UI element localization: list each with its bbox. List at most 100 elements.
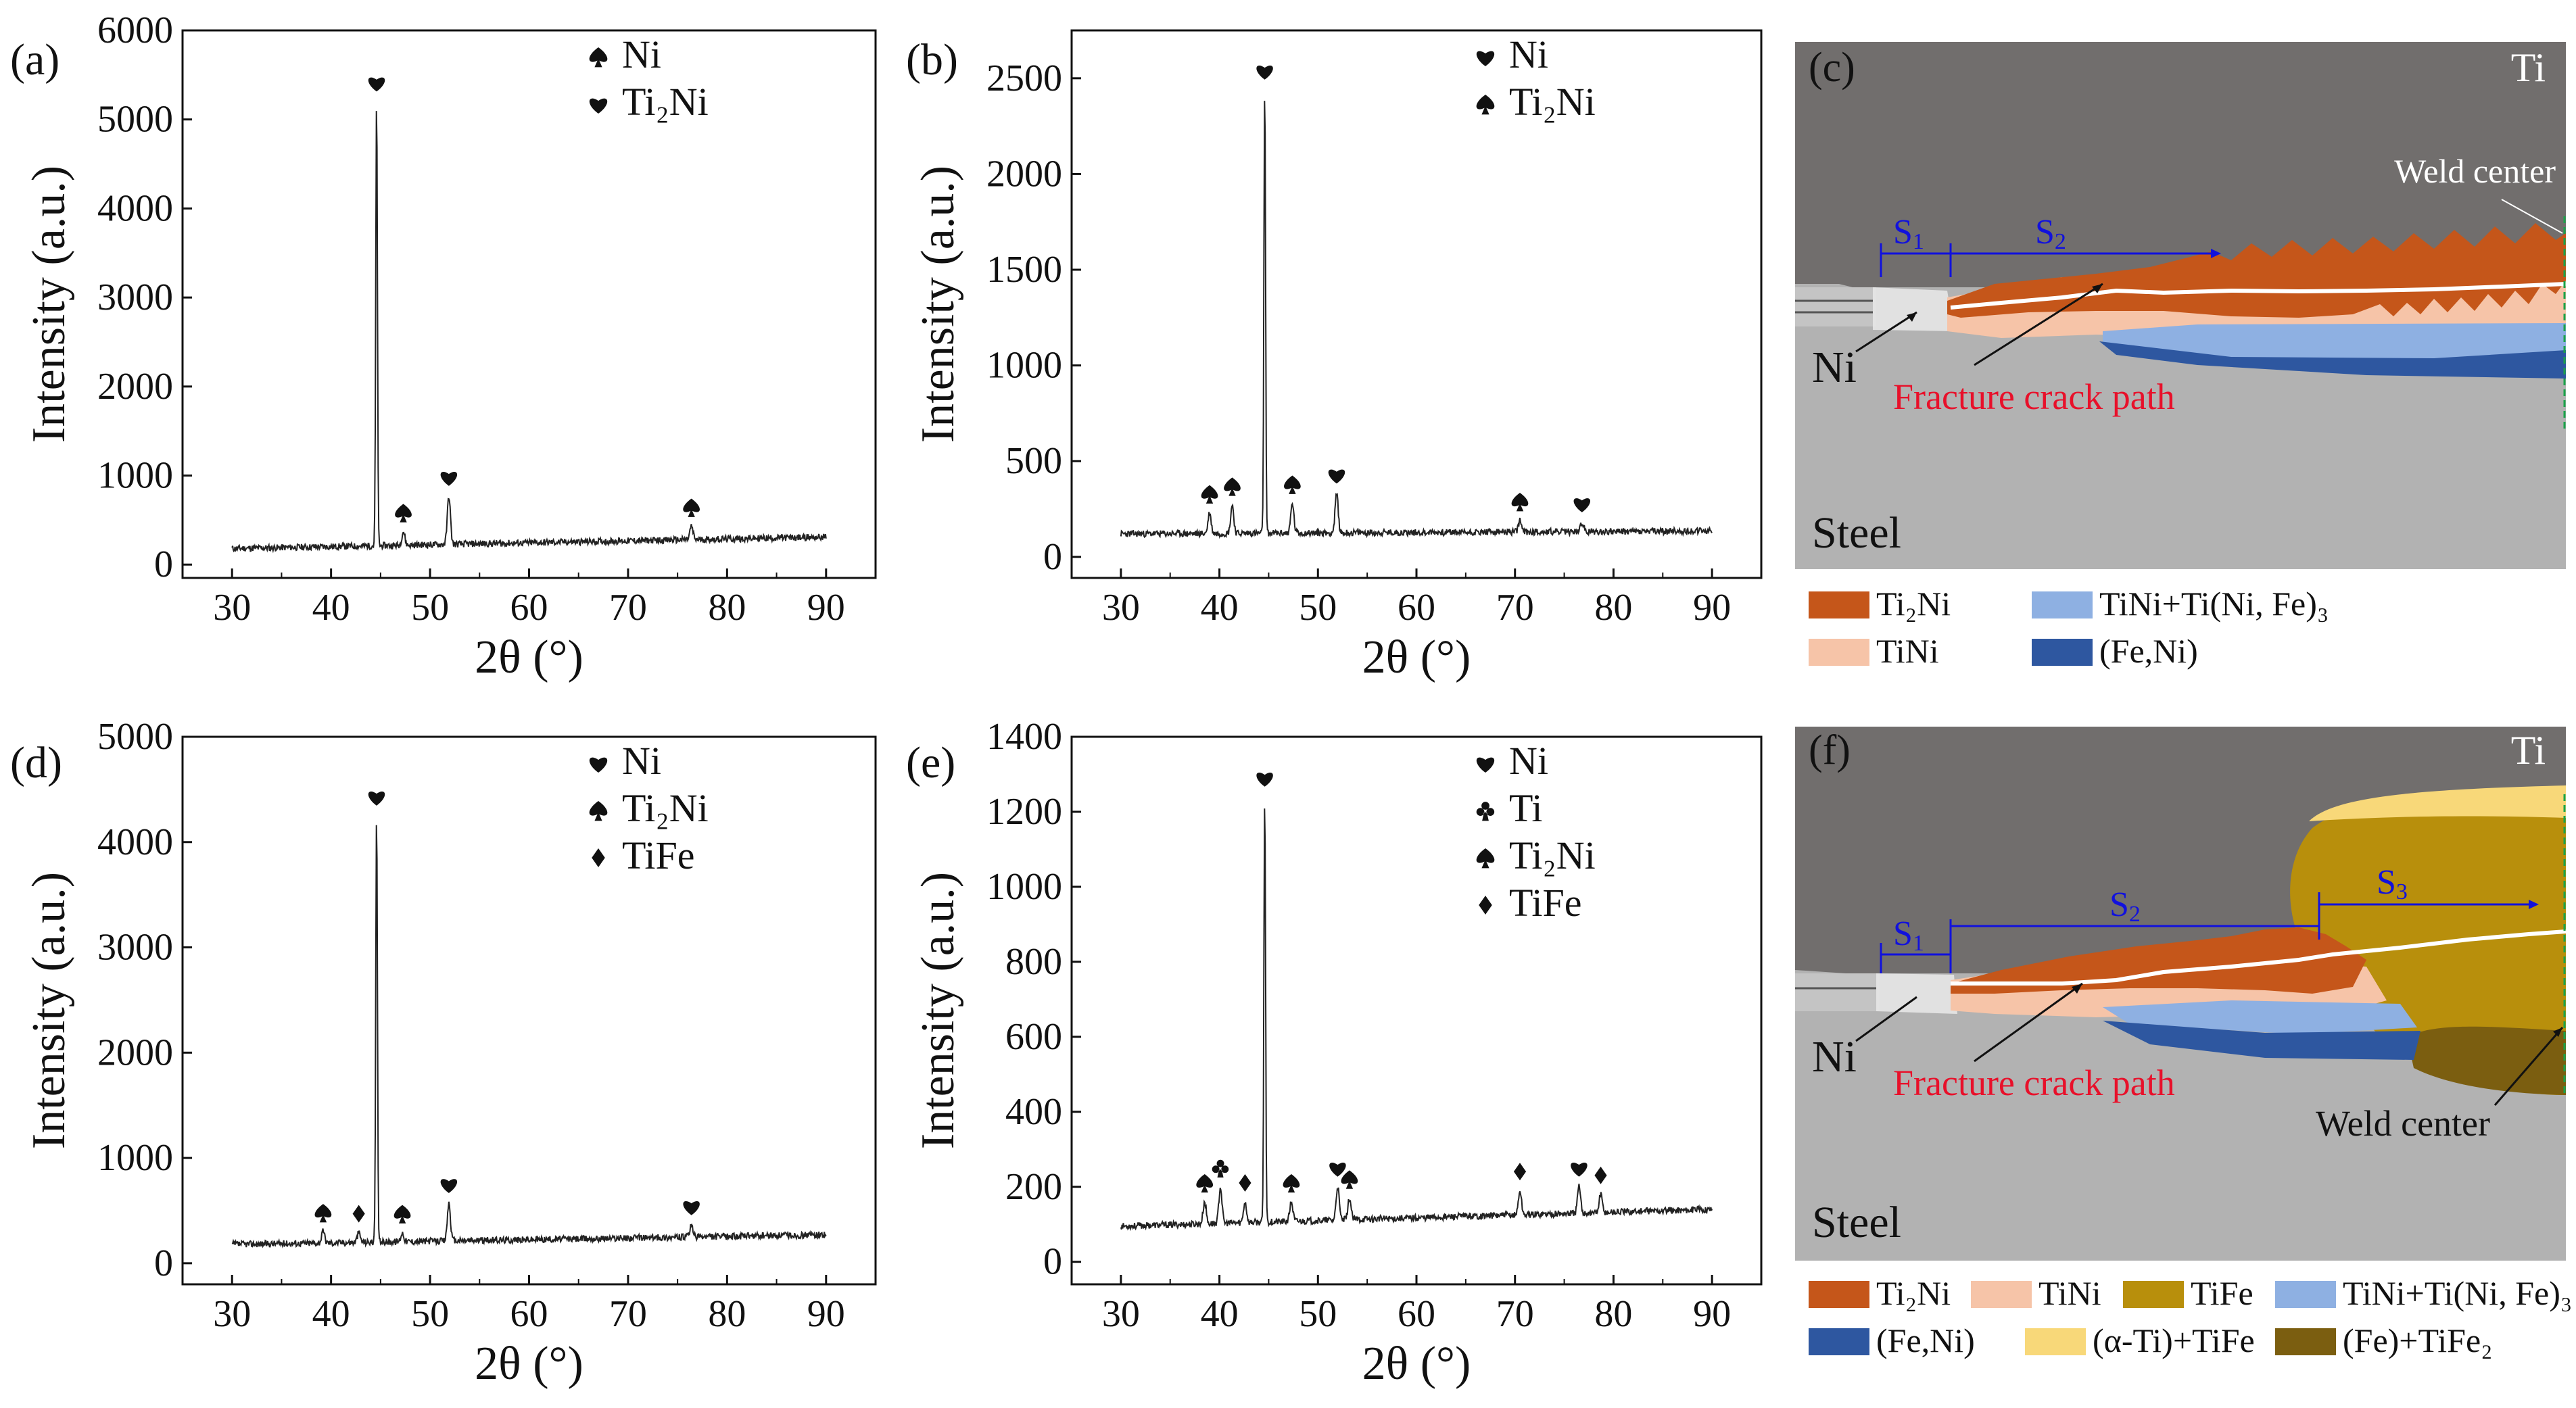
legend-label: Ni: [1509, 739, 1548, 783]
x-tick-label: 40: [1201, 1293, 1239, 1335]
spade-marker: [1283, 1173, 1300, 1193]
y-tick-label: 2500: [986, 57, 1062, 99]
s1-label: S1: [1893, 915, 1924, 956]
y-axis-label: Intensity (a.u.): [912, 166, 964, 443]
x-axis-label: 2θ (°): [475, 1338, 583, 1390]
y-tick-label: 1500: [986, 249, 1062, 291]
legend-label: (Fe)+TiFe₂: [2343, 1321, 2493, 1359]
spade-marker: [1201, 485, 1218, 504]
ni-bright-zone: [1876, 973, 1957, 1014]
x-tick-label: 90: [807, 1293, 845, 1335]
fe-tife2-region: [2407, 1026, 2566, 1095]
ni-bright-zone: [1873, 287, 1954, 331]
diamond-marker: [1239, 1173, 1251, 1192]
legend-swatch: [2275, 1328, 2336, 1355]
x-tick-label: 90: [1693, 587, 1731, 629]
tini-tinife3-layer: [2103, 1000, 2417, 1034]
y-tick-label: 3000: [97, 276, 173, 318]
xrd-trace: [1120, 101, 1713, 539]
y-tick-label: 600: [1005, 1016, 1062, 1058]
legend-label: TiNi+Ti(Ni, Fe)₃: [2099, 585, 2329, 623]
legend-label: TiNi: [2038, 1274, 2101, 1312]
ni-sheet: [1795, 973, 1880, 1011]
crack-pointer-head: [2072, 984, 2082, 994]
x-tick-label: 30: [213, 1293, 251, 1335]
spade-marker: [1224, 477, 1241, 496]
xrd-trace: [1120, 808, 1713, 1232]
x-tick-label: 40: [312, 1293, 350, 1335]
legend-swatch: [2025, 1328, 2086, 1355]
legend-label: Ti₂Ni: [1509, 80, 1596, 124]
legend-label: Ti₂Ni: [1876, 1274, 1951, 1312]
panel-label: (a): [10, 35, 59, 84]
legend-label: Ti₂Ni: [1876, 585, 1951, 623]
y-tick-label: 1000: [97, 455, 173, 497]
s1-sub: 1: [1913, 931, 1924, 956]
ni-label: Ni: [1812, 1032, 1857, 1082]
xrd-trace: [231, 111, 827, 554]
crack-pointer-head: [2092, 284, 2103, 293]
legend-label: Ti₂Ni: [1509, 833, 1596, 877]
y-tick-label: 1000: [97, 1137, 173, 1179]
y-axis-label: Intensity (a.u.): [23, 166, 75, 443]
spade-marker: [1284, 475, 1301, 494]
ni-label: Ni: [1812, 343, 1857, 392]
legend-label: Ti: [1509, 786, 1543, 830]
ti-label: Ti: [2511, 728, 2546, 773]
y-tick-label: 5000: [97, 99, 173, 141]
x-tick-label: 30: [1102, 1293, 1140, 1335]
s2-label: S2: [2035, 213, 2066, 254]
panel-label-c: (c): [1809, 45, 1855, 91]
legend-label: (Fe,Ni): [1876, 1321, 1975, 1359]
legend-label: Ni: [622, 739, 661, 783]
x-tick-label: 40: [312, 587, 350, 629]
y-tick-label: 400: [1005, 1091, 1062, 1133]
y-tick-label: 800: [1005, 941, 1062, 983]
y-tick-label: 1000: [986, 345, 1062, 387]
chart-panel-e: (e) 30 40 50 60 70 80 90 0 200 400 600 800 1000 1200 14…: [906, 716, 1763, 1390]
x-tick-label: 70: [609, 1293, 647, 1335]
diamond-marker: [352, 1205, 365, 1223]
diamond-marker: [1513, 1163, 1527, 1181]
legend-swatch: [1809, 1281, 1869, 1308]
heart-marker: [1256, 66, 1273, 80]
y-tick-label: 0: [154, 1242, 173, 1284]
legend-heart-icon: [1476, 757, 1495, 773]
crack-path-line: [1950, 282, 2567, 310]
y-axis-label: Intensity (a.u.): [912, 872, 964, 1149]
y-tick-label: 2000: [97, 1031, 173, 1073]
y-tick-label: 5000: [97, 716, 173, 758]
legend-swatch: [1809, 639, 1869, 666]
heart-marker: [440, 1179, 458, 1194]
legend-label: TiFe: [622, 833, 695, 877]
spade-marker: [1341, 1170, 1358, 1189]
s2-sub: 2: [2055, 229, 2066, 254]
heart-marker: [368, 792, 385, 806]
legend-label: Ni: [1509, 32, 1548, 76]
y-tick-label: 200: [1005, 1166, 1062, 1208]
x-tick-label: 80: [708, 587, 746, 629]
x-tick-label: 70: [1496, 1293, 1534, 1335]
schematic-panel-c: Ti Weld center (c) S1 S2 Ni Fracture cra…: [1795, 42, 2567, 670]
feni-layer: [2099, 341, 2566, 379]
spade-marker: [393, 1205, 411, 1223]
plot-frame: [1070, 29, 1763, 579]
x-axis-label: 2θ (°): [1362, 1338, 1471, 1390]
panel-label: (b): [906, 35, 958, 84]
legend-swatch: [2123, 1281, 2184, 1308]
legend-swatch: [1809, 591, 1869, 618]
heart-marker: [440, 472, 458, 486]
heart-marker: [1328, 469, 1345, 484]
chart-panel-a: (a) 30 40 50 60 70 80 90 0 1000 2000 3000 4000 5000 60…: [10, 9, 877, 683]
s1-sub: 1: [1913, 229, 1924, 254]
y-tick-label: 0: [1043, 1241, 1062, 1283]
y-axis-label: Intensity (a.u.): [23, 872, 75, 1149]
x-tick-label: 80: [1594, 1293, 1632, 1335]
spade-marker: [683, 498, 700, 517]
diamond-marker: [1594, 1166, 1607, 1184]
s2-s: S: [2035, 213, 2055, 251]
tife-region: [2290, 790, 2566, 1095]
feni-layer: [2103, 1021, 2420, 1060]
x-tick-label: 30: [1102, 587, 1140, 629]
y-tick-label: 4000: [97, 187, 173, 229]
